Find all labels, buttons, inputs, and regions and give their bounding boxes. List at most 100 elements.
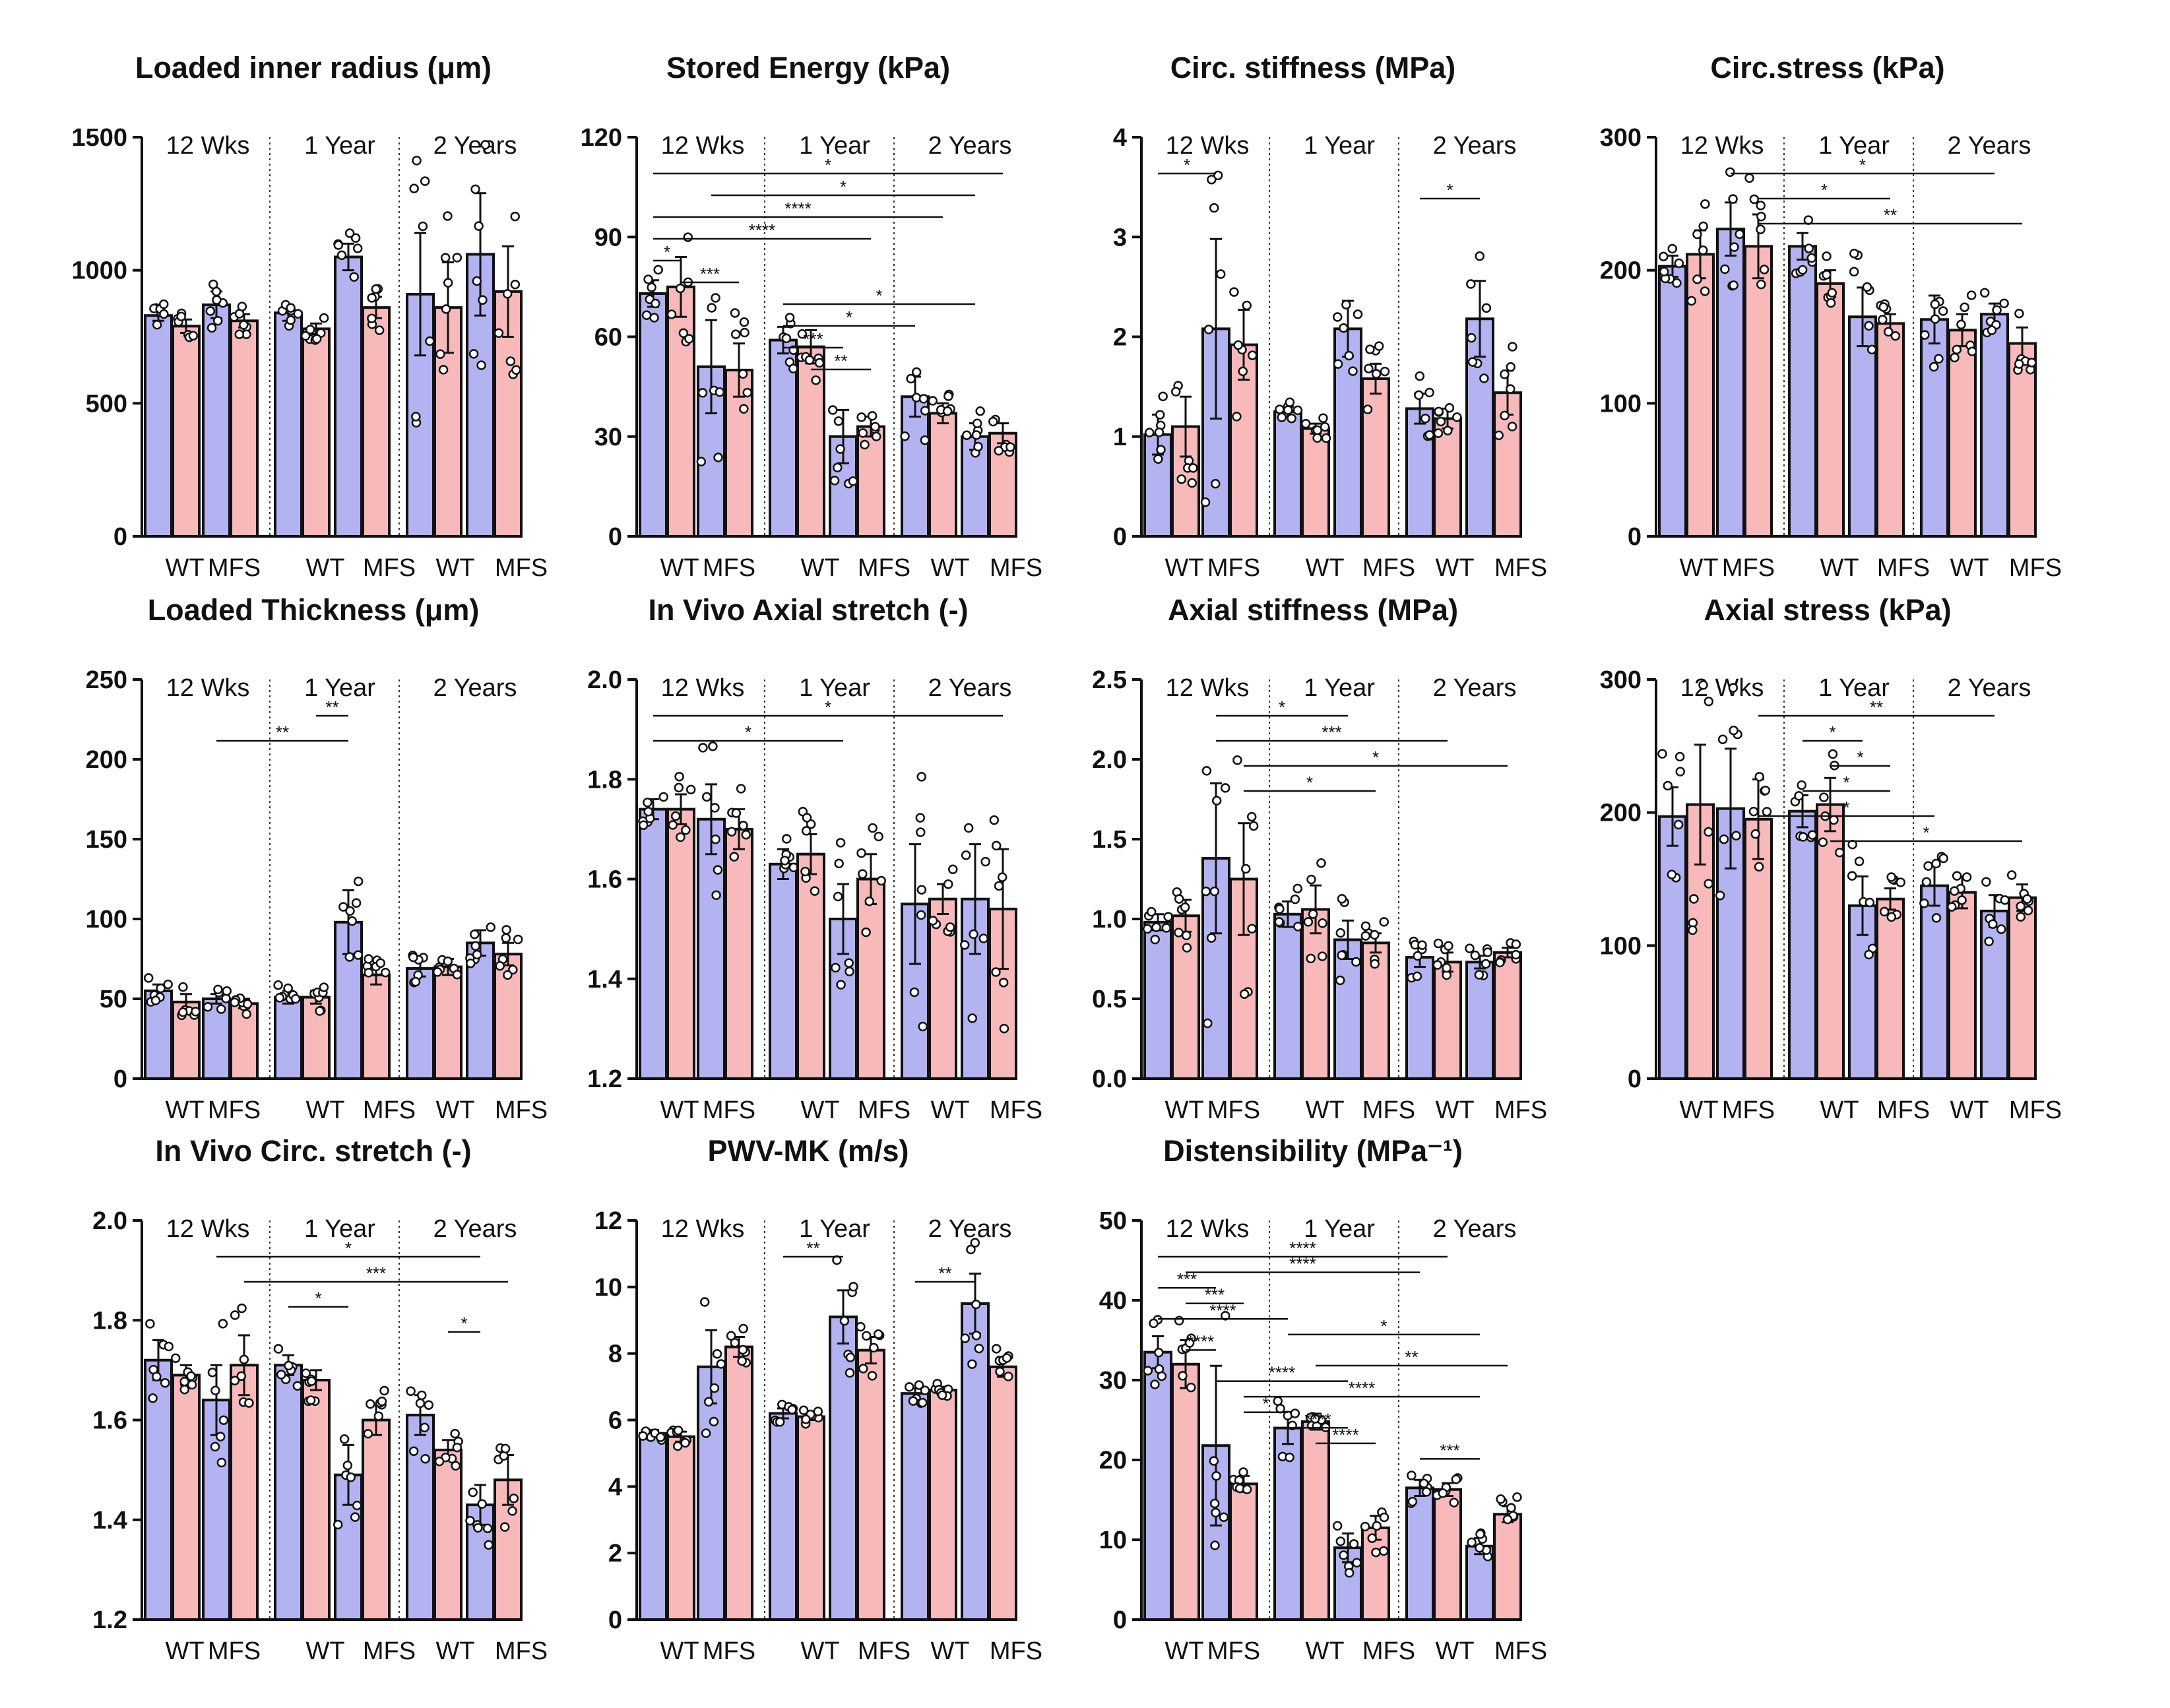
data-point xyxy=(216,1004,226,1014)
data-point xyxy=(680,1438,690,1448)
bar xyxy=(1493,391,1522,538)
significance-label: **** xyxy=(1349,1378,1375,1398)
data-point xyxy=(1310,1414,1320,1424)
data-point xyxy=(655,1432,666,1442)
data-point xyxy=(738,821,748,831)
significance-label: ** xyxy=(276,722,289,742)
data-point xyxy=(305,1395,316,1405)
data-point xyxy=(1321,433,1331,443)
data-point xyxy=(2023,905,2033,916)
x-category-label: WT xyxy=(305,1637,344,1665)
data-point xyxy=(738,1323,748,1334)
data-point xyxy=(670,811,681,821)
y-tick-label: 1.4 xyxy=(92,1507,127,1534)
data-point xyxy=(507,1506,517,1516)
data-point xyxy=(1367,1533,1377,1543)
data-point xyxy=(1725,167,1735,177)
data-point xyxy=(961,850,971,860)
y-tick-label: 2 xyxy=(1113,324,1127,352)
data-point xyxy=(651,298,660,309)
data-point xyxy=(711,293,720,303)
data-point xyxy=(1290,1408,1300,1418)
data-point xyxy=(315,1006,325,1016)
group-label: 1 Year xyxy=(1304,674,1375,702)
data-point xyxy=(1005,442,1015,452)
group-label: 2 Years xyxy=(1433,132,1517,160)
x-category-label: WT xyxy=(930,1096,969,1124)
data-point xyxy=(1475,1543,1484,1553)
bar xyxy=(1658,815,1687,1080)
data-point xyxy=(346,1472,356,1482)
data-point xyxy=(1946,902,1957,912)
data-point xyxy=(178,982,188,992)
data-point xyxy=(916,885,927,895)
data-point xyxy=(1360,921,1371,932)
data-point xyxy=(867,1371,878,1381)
data-point xyxy=(974,1343,984,1354)
data-point xyxy=(164,1341,174,1352)
data-point xyxy=(920,435,930,445)
group-label: 12 Wks xyxy=(1166,674,1250,702)
data-point xyxy=(920,1385,930,1395)
data-point xyxy=(1344,1567,1355,1578)
significance-label: *** xyxy=(700,264,720,284)
data-point xyxy=(876,875,886,886)
data-point xyxy=(379,1385,389,1396)
data-point xyxy=(1424,430,1434,440)
data-point xyxy=(1184,1338,1195,1348)
data-point xyxy=(411,412,421,422)
x-category-label: WT xyxy=(1165,1096,1203,1124)
data-point xyxy=(1242,1484,1252,1494)
data-point xyxy=(1999,298,2009,309)
data-point xyxy=(1506,1503,1516,1513)
data-point xyxy=(1238,1467,1248,1477)
data-point xyxy=(868,823,878,833)
data-point xyxy=(967,1359,977,1369)
data-point xyxy=(1479,373,1489,383)
group-label: 2 Years xyxy=(433,1215,517,1243)
data-point xyxy=(352,243,363,253)
data-point xyxy=(918,394,929,404)
data-point xyxy=(1153,454,1163,464)
group-label: 1 Year xyxy=(1818,132,1890,160)
data-point xyxy=(468,1487,478,1498)
chart-panel: PWV-MK (m/s) 0 2 4 6 8 10 12 12 Wks 1 Year 2 Years… xyxy=(594,1134,1042,1665)
data-point xyxy=(916,827,926,837)
data-point xyxy=(179,1384,189,1395)
x-category-label: WT xyxy=(1305,1637,1344,1665)
data-point xyxy=(441,304,451,314)
significance-label: *** xyxy=(1322,722,1341,742)
data-point xyxy=(286,315,296,325)
group-label: 1 Year xyxy=(304,132,375,160)
x-category-label: WT xyxy=(660,1096,699,1124)
data-point xyxy=(1174,928,1184,937)
data-point xyxy=(1659,267,1669,276)
data-point xyxy=(470,184,480,195)
data-point xyxy=(163,979,173,990)
data-point xyxy=(1232,755,1242,765)
chart-panel: Axial stress (kPa) 0 100 200 300 12 Wks 1 Year… xyxy=(1600,593,2062,1124)
data-point xyxy=(1215,269,1226,279)
bar xyxy=(1405,407,1434,538)
data-point xyxy=(918,1021,928,1032)
group-label: 2 Years xyxy=(1948,132,2031,160)
data-point xyxy=(1760,785,1771,796)
data-point xyxy=(1143,1366,1153,1376)
significance-label: **** xyxy=(1289,1254,1316,1274)
y-tick-label: 2.5 xyxy=(1092,666,1127,694)
data-point xyxy=(914,1380,924,1390)
data-point xyxy=(730,1338,740,1348)
x-category-label: WT xyxy=(1305,554,1344,582)
x-category-label: MFS xyxy=(495,1637,548,1665)
data-point xyxy=(845,1368,855,1378)
y-tick-label: 300 xyxy=(1600,666,1642,694)
data-point xyxy=(465,1515,475,1526)
data-point xyxy=(502,289,513,299)
data-point xyxy=(420,176,430,186)
data-point xyxy=(1728,683,1739,693)
data-point xyxy=(833,462,843,472)
bar xyxy=(769,862,798,1080)
bar xyxy=(302,327,331,538)
data-point xyxy=(286,303,296,313)
data-point xyxy=(916,772,926,782)
